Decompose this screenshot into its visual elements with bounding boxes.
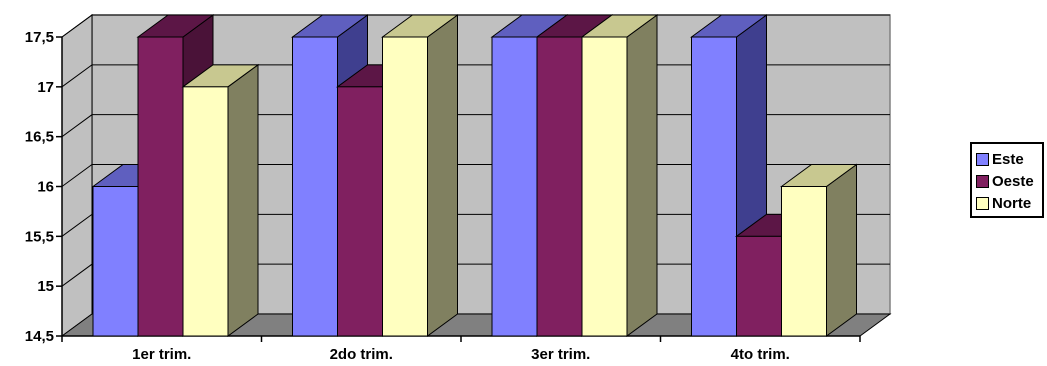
bar: [182, 86, 229, 337]
legend-label-norte: Norte: [992, 194, 1032, 212]
bar: [137, 36, 184, 337]
x-tick-label: 3er trim.: [531, 346, 590, 363]
y-tick-label: 17,5: [25, 29, 54, 46]
y-tick-label: 17: [37, 79, 54, 96]
bar-side: [227, 63, 259, 337]
y-tick-label: 14,5: [25, 328, 54, 345]
bar-side: [427, 14, 458, 337]
legend-swatch-norte: [976, 196, 989, 210]
bar: [292, 36, 338, 337]
bar: [581, 36, 628, 337]
bar: [736, 235, 782, 337]
y-tick-label: 15,5: [25, 228, 54, 245]
bar-side: [626, 14, 658, 337]
x-tick-label: 4to trim.: [731, 346, 790, 363]
y-tick-label: 16: [37, 179, 54, 196]
bar: [491, 36, 538, 337]
legend-swatch-este: [976, 152, 989, 166]
bar: [382, 36, 428, 337]
y-tick-label: 16,5: [25, 129, 54, 146]
bar: [92, 186, 139, 337]
bar: [536, 36, 583, 337]
bar-side: [826, 163, 857, 337]
legend-swatch-oeste: [976, 174, 989, 188]
bar: [781, 186, 827, 337]
x-tick-label: 2do trim.: [330, 346, 393, 363]
y-tick-label: 15: [37, 278, 54, 295]
legend: Este Oeste Norte: [970, 142, 1044, 218]
legend-item-norte: Norte: [976, 192, 1042, 214]
bar: [337, 86, 383, 337]
bar: [691, 36, 737, 337]
legend-item-este: Este: [976, 148, 1042, 170]
legend-label-este: Este: [992, 150, 1024, 168]
x-tick-label: 1er trim.: [132, 346, 191, 363]
legend-label-oeste: Oeste: [992, 172, 1034, 190]
legend-item-oeste: Oeste: [976, 170, 1042, 192]
